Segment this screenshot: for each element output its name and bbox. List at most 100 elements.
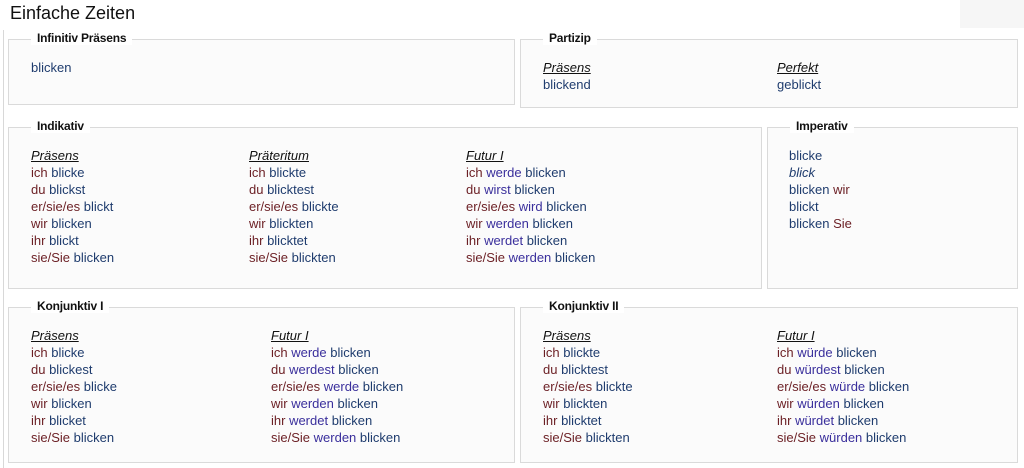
verb-form: blicktet bbox=[267, 233, 308, 248]
pronoun: sie/Sie bbox=[777, 430, 820, 445]
pronoun: ihr bbox=[31, 233, 50, 248]
pronoun: wir bbox=[271, 396, 292, 411]
conjugation-line: er/sie/es wird blicken bbox=[466, 198, 595, 215]
auxiliary: werden bbox=[486, 216, 533, 231]
verb-form: blickte bbox=[563, 345, 601, 360]
auxiliary: würdet bbox=[795, 413, 838, 428]
conjugation-line: er/sie/es würde blicken bbox=[777, 378, 909, 395]
pronoun: ihr bbox=[271, 413, 290, 428]
verb-form: blicken bbox=[554, 250, 596, 265]
verb-form: blicken bbox=[843, 396, 884, 411]
tense-header: Perfekt bbox=[777, 60, 819, 75]
pronoun: du bbox=[466, 182, 485, 197]
pronoun: ich bbox=[543, 345, 564, 360]
auxiliary: werden bbox=[313, 430, 360, 445]
verb-form: blicken bbox=[73, 250, 115, 265]
conjugation-line: ich blicke bbox=[31, 164, 114, 181]
section-indikativ: Indikativ Präsens ich blicke du blickst er/s… bbox=[8, 119, 762, 289]
pronoun: wir bbox=[249, 216, 270, 231]
section-konjunktiv-2: Konjunktiv II Präsens ich blickte du blickt… bbox=[520, 299, 1018, 463]
conjugation-line: er/sie/es blickte bbox=[543, 378, 633, 395]
pronoun: du bbox=[271, 362, 290, 377]
conjugation-line: sie/Sie blicken bbox=[31, 249, 114, 266]
pronoun: er/sie/es bbox=[271, 379, 324, 394]
verb-form: blicke bbox=[789, 148, 823, 163]
pronoun: sie/Sie bbox=[466, 250, 509, 265]
verb-form: blicken bbox=[337, 396, 378, 411]
verb-form: blicken bbox=[546, 199, 587, 214]
verb-form: blickten bbox=[563, 396, 608, 411]
tense-column: Präsens blickend bbox=[543, 59, 591, 93]
section-infinitiv: Infinitiv Präsens blicken bbox=[8, 31, 515, 105]
verb-form: blicken bbox=[51, 396, 92, 411]
verb-form: blicken bbox=[338, 362, 379, 377]
verb-form: blicktet bbox=[561, 413, 602, 428]
tense-header: Präsens bbox=[543, 328, 591, 343]
conjugation-line: du blicktest bbox=[543, 361, 633, 378]
conjugation-line: du blickest bbox=[31, 361, 117, 378]
verb-form: blicken bbox=[31, 60, 72, 75]
verb-form: blickten bbox=[269, 216, 314, 231]
pronoun: er/sie/es bbox=[543, 379, 596, 394]
pronoun: ich bbox=[466, 165, 487, 180]
auxiliary: wird bbox=[518, 199, 547, 214]
conjugation-line: du würdest blicken bbox=[777, 361, 909, 378]
auxiliary: würde bbox=[797, 345, 837, 360]
conjugation-line: er/sie/es blickte bbox=[249, 198, 339, 215]
conjugation-line: blicken Sie bbox=[789, 215, 852, 232]
tense-header: Futur I bbox=[271, 328, 309, 343]
auxiliary: würde bbox=[829, 379, 869, 394]
auxiliary: werdest bbox=[289, 362, 339, 377]
conjugation-line: ihr blickt bbox=[31, 232, 114, 249]
conjugation-line: ihr blicktet bbox=[543, 412, 633, 429]
conjugation-line: sie/Sie werden blicken bbox=[271, 429, 403, 446]
verb-form: blicke bbox=[83, 379, 117, 394]
verb-form: blickest bbox=[49, 362, 93, 377]
conjugation-line: er/sie/es blickt bbox=[31, 198, 114, 215]
verb-form: blicken bbox=[514, 182, 555, 197]
pronoun: du bbox=[249, 182, 268, 197]
verb-form: blickten bbox=[585, 430, 630, 445]
pronoun: sie/Sie bbox=[271, 430, 314, 445]
pronoun: du bbox=[31, 182, 50, 197]
conjugation-line: ihr blicktet bbox=[249, 232, 339, 249]
conjugation-line: er/sie/es werde blicken bbox=[271, 378, 403, 395]
section-partizip: Partizip Präsens blickend Perfekt geblickt bbox=[520, 31, 1018, 108]
conjugation-line: du blickst bbox=[31, 181, 114, 198]
pronoun: Sie bbox=[833, 216, 852, 231]
conjugation-line: du blicktest bbox=[249, 181, 339, 198]
tense-header: Präsens bbox=[543, 60, 591, 75]
conjugation-line: wir würden blicken bbox=[777, 395, 909, 412]
conjugation-line: wir blicken bbox=[31, 395, 117, 412]
pronoun: ihr bbox=[543, 413, 562, 428]
verb-form: blicken bbox=[844, 362, 885, 377]
verb-form: geblickt bbox=[777, 77, 822, 92]
conjugation-line: blickt bbox=[789, 198, 852, 215]
tense-column: blicken bbox=[31, 59, 71, 76]
pronoun: wir bbox=[466, 216, 487, 231]
conjugation-line: sie/Sie werden blicken bbox=[466, 249, 595, 266]
pronoun: er/sie/es bbox=[31, 199, 84, 214]
verb-form: blicke bbox=[51, 165, 85, 180]
pronoun: ich bbox=[249, 165, 270, 180]
conjugation-line: ihr blicket bbox=[31, 412, 117, 429]
conjugation-line: du werdest blicken bbox=[271, 361, 403, 378]
verb-form: blicken bbox=[359, 430, 401, 445]
auxiliary: werden bbox=[508, 250, 555, 265]
tense-column: Perfekt geblickt bbox=[777, 59, 821, 93]
conjugation-line: sie/Sie würden blicken bbox=[777, 429, 909, 446]
pronoun: du bbox=[31, 362, 50, 377]
verb-form: blickten bbox=[291, 250, 336, 265]
pronoun: ich bbox=[31, 165, 52, 180]
conjugation-line: ich blickte bbox=[543, 344, 633, 361]
auxiliary: werde bbox=[291, 345, 331, 360]
verb-form: blickte bbox=[595, 379, 633, 394]
verb-form: blicken bbox=[331, 413, 373, 428]
section-legend: Imperativ bbox=[790, 119, 854, 133]
tense-header: Präsens bbox=[31, 148, 79, 163]
conjugation-line: sie/Sie blickten bbox=[249, 249, 339, 266]
verb-form: blickend bbox=[543, 77, 591, 92]
conjugation-line: du wirst blicken bbox=[466, 181, 595, 198]
page-title: Einfache Zeiten bbox=[10, 3, 136, 23]
